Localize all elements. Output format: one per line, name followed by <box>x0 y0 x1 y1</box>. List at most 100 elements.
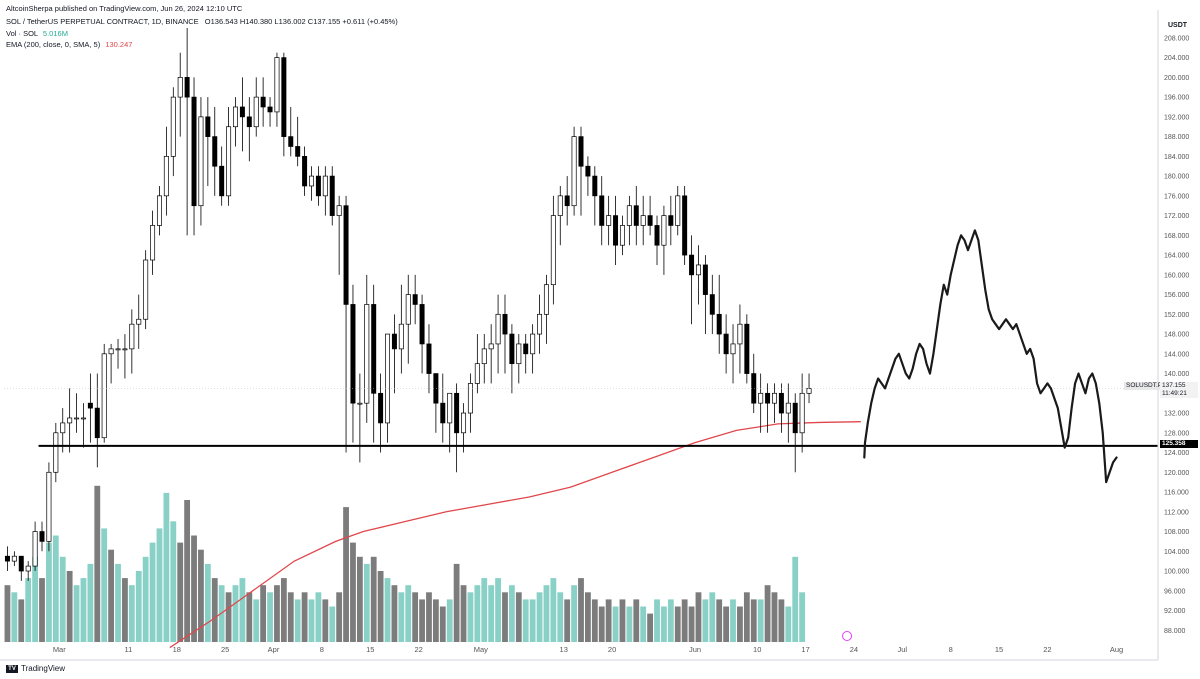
volume-bar <box>529 599 536 642</box>
y-tick-label: 156.000 <box>1164 292 1189 299</box>
volume-bar <box>536 592 543 642</box>
candle-body <box>682 195 688 256</box>
candle-body <box>4 555 10 562</box>
ema-value: 130.247 <box>105 40 133 49</box>
volume-bar <box>87 563 94 642</box>
volume-bar <box>315 592 322 642</box>
volume-bar <box>142 556 149 642</box>
ema-legend: EMA (200, close, 0, SMA, 5) 130.247 <box>6 40 132 50</box>
x-tick-label: 8 <box>949 645 953 654</box>
candle-body <box>626 205 632 226</box>
candle-body <box>212 136 218 167</box>
axis-layer: 88.000 92.000 96.000 100.000 104.000 108.000 1… <box>0 10 1189 661</box>
candle-body <box>585 165 591 177</box>
candle-body <box>357 402 363 405</box>
volume-bar <box>239 578 246 642</box>
publisher-line: AltcoinSherpa published on TradingView.c… <box>6 4 243 13</box>
x-tick-label: 13 <box>560 645 568 654</box>
volume-bar <box>550 578 557 642</box>
x-tick-label: Jul <box>898 645 908 654</box>
y-tick-label: 144.000 <box>1164 351 1189 358</box>
candle-body <box>792 402 798 434</box>
volume-bar <box>336 592 343 642</box>
volume-bar <box>122 578 128 642</box>
candle-body <box>18 555 24 572</box>
volume-bar <box>446 599 453 642</box>
volume-bar <box>59 556 66 642</box>
volume-bar <box>370 556 377 642</box>
candle-body <box>32 531 38 567</box>
volume-bar <box>156 528 163 642</box>
volume-label: Vol · SOL <box>6 29 38 38</box>
volume-bar <box>543 585 550 642</box>
volume-bar <box>474 585 481 642</box>
candle-body <box>716 313 722 335</box>
volume-bar <box>115 563 121 642</box>
volume-bar <box>170 521 177 642</box>
candle-body <box>302 155 308 187</box>
candle-body <box>744 323 750 374</box>
candle-body <box>592 175 598 197</box>
candle-body <box>274 57 280 113</box>
projection-drawing <box>863 229 1118 484</box>
volume-bar <box>612 606 619 642</box>
volume-bar <box>799 592 806 642</box>
candle-body <box>25 565 31 572</box>
candle-body <box>550 215 556 286</box>
candle-body <box>668 215 674 226</box>
candle-body <box>246 116 252 128</box>
y-tick-label: 176.000 <box>1164 193 1189 200</box>
volume-bar <box>771 592 778 642</box>
candle-body <box>267 106 273 113</box>
y-tick-label: 180.000 <box>1164 174 1189 181</box>
candle-body <box>74 417 80 420</box>
volume-bar <box>737 606 743 642</box>
candle-body <box>474 363 480 384</box>
candle-body <box>481 348 487 365</box>
candle-body <box>60 422 66 434</box>
candle-body <box>778 392 784 414</box>
x-tick-label: 8 <box>320 645 324 654</box>
candle-body <box>557 195 563 216</box>
x-tick-label: 24 <box>850 645 858 654</box>
bar-countdown: 11:49:21 <box>1162 390 1187 397</box>
volume-bar <box>294 599 301 642</box>
candle-body <box>661 215 667 246</box>
volume-bar <box>785 606 792 642</box>
candle-body <box>523 343 529 355</box>
volume-bar <box>502 592 508 642</box>
footer-brand[interactable]: TV TradingView <box>6 664 65 673</box>
candle-body <box>640 215 646 226</box>
volume-bar <box>778 599 785 642</box>
candle-body <box>378 392 384 424</box>
candle-body <box>765 392 771 404</box>
support-price: 125.358 <box>1162 440 1186 447</box>
volume-bar <box>598 606 605 642</box>
candle-body <box>647 215 653 226</box>
y-tick-label: 120.000 <box>1164 470 1189 477</box>
x-tick-label: 10 <box>753 645 761 654</box>
volume-bar <box>674 606 681 642</box>
candle-body <box>723 333 729 355</box>
volume-bar <box>481 578 488 642</box>
brand-name: TradingView <box>21 664 66 673</box>
x-tick-label: Apr <box>268 645 280 654</box>
volume-bar <box>488 585 495 642</box>
candle-body <box>198 116 204 207</box>
volume-bar <box>460 585 467 642</box>
candle-body <box>232 106 238 128</box>
projection-layer <box>842 229 1118 641</box>
volume-bar <box>405 585 412 642</box>
symbol-tag-label: SOLUSDT.P <box>1126 382 1163 389</box>
volume-bar <box>716 599 723 642</box>
volume-bar <box>260 585 267 642</box>
candle-body <box>654 225 660 246</box>
volume-bar <box>253 599 260 642</box>
volume-bar <box>184 500 191 642</box>
volume-bar <box>108 549 115 642</box>
volume-bar <box>343 507 349 642</box>
y-tick-label: 132.000 <box>1164 411 1189 418</box>
y-tick-label: 192.000 <box>1164 114 1189 121</box>
candle-body <box>364 304 370 404</box>
